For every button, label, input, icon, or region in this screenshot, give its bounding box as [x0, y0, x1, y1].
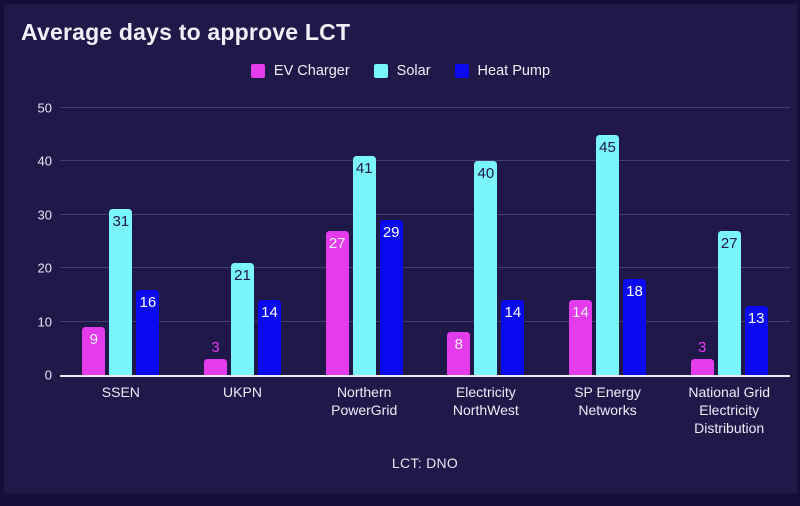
gridline [60, 320, 790, 322]
legend: EV Charger Solar Heat Pump [4, 63, 797, 79]
bar-value-label: 3 [698, 338, 707, 356]
bar-value-label: 18 [626, 282, 643, 300]
bar-value-label: 14 [261, 304, 278, 322]
bar: 3 [690, 339, 714, 375]
bar-value-label: 41 [355, 160, 373, 178]
legend-swatch [454, 64, 469, 78]
bar-value-label: 13 [747, 309, 765, 327]
bar: 14 [501, 300, 525, 375]
bar-group: 9 31 16 [60, 108, 182, 375]
legend-label: EV Charger [273, 63, 350, 79]
chart-panel: Average days to approve LCT EV Charger So… [4, 4, 797, 493]
y-tick-label: 0 [44, 367, 52, 383]
bar: 13 [744, 305, 768, 375]
chart-title: Average days to approve LCT [21, 19, 351, 45]
bar-group: 3 27 13 [668, 108, 790, 375]
bar-group: 27 41 29 [303, 108, 425, 375]
plot-area: 9 31 16 3 21 14 27 41 29 8 40 14 14 45 18 3 27 13 [60, 107, 790, 377]
bar: 21 [231, 262, 254, 375]
y-tick-label: 10 [37, 314, 52, 330]
x-axis-labels: SSEN UKPN Northern PowerGrid Electricity No… [60, 383, 790, 438]
bar: 27 [325, 230, 349, 375]
bar-value-label: 29 [382, 224, 400, 242]
x-tick-label: Electricity NorthWest [452, 384, 519, 419]
gridline [60, 160, 790, 162]
bar-value-label: 21 [234, 266, 251, 284]
bar: 40 [474, 161, 498, 375]
bar-value-label: 31 [112, 213, 130, 231]
bar: 16 [136, 289, 160, 375]
y-axis: 0 10 20 30 40 50 [10, 101, 52, 383]
x-tick-label: National Grid Electricity Distribution [688, 384, 771, 437]
x-tick-label: UKPN [223, 384, 262, 400]
legend-swatch [373, 64, 388, 78]
gridline [60, 213, 790, 215]
legend-label: Heat Pump [477, 63, 551, 79]
y-tick-label: 20 [37, 260, 52, 276]
bar: 8 [447, 332, 471, 375]
bar-value-label: 27 [328, 234, 346, 252]
bar-value-label: 40 [477, 165, 495, 183]
legend-item: Solar [373, 63, 431, 79]
bar: 14 [258, 300, 281, 375]
bar: 41 [352, 156, 376, 375]
bar: 18 [623, 278, 647, 375]
bar: 45 [596, 134, 620, 375]
legend-item: Heat Pump [454, 63, 551, 79]
legend-label: Solar [396, 63, 431, 79]
y-tick-label: 30 [37, 207, 52, 223]
bar-value-label: 14 [504, 304, 522, 322]
legend-swatch [250, 64, 265, 78]
x-tick-label: Northern PowerGrid [331, 384, 398, 419]
bar-value-label: 45 [599, 138, 616, 156]
bar-value-label: 3 [211, 338, 220, 356]
x-axis-line [60, 375, 790, 377]
x-tick-label: SP Energy Networks [574, 384, 641, 419]
bar-groups: 9 31 16 3 21 14 27 41 29 8 40 14 14 45 18 3 27 13 [60, 108, 790, 375]
legend-item: EV Charger [250, 63, 350, 79]
gridline [60, 107, 790, 108]
bar-value-label: 14 [572, 304, 589, 322]
gridline [60, 267, 790, 269]
bar: 3 [204, 339, 227, 375]
bar: 27 [717, 230, 741, 375]
y-tick-label: 50 [37, 100, 52, 116]
y-tick-label: 40 [37, 153, 52, 169]
bar: 31 [109, 209, 133, 375]
bar-group: 3 21 14 [182, 108, 304, 375]
bar-value-label: 27 [720, 234, 738, 252]
bar-value-label: 9 [89, 330, 98, 348]
x-tick-label: SSEN [101, 384, 140, 400]
bar: 29 [379, 220, 403, 375]
bar: 9 [82, 326, 106, 375]
x-axis-title: LCT: DNO [391, 455, 459, 471]
bar-value-label: 8 [454, 336, 464, 354]
bar-group: 8 40 14 [425, 108, 547, 375]
bar-value-label: 16 [139, 293, 157, 311]
bar-group: 14 45 18 [547, 108, 669, 375]
bar: 14 [569, 300, 593, 375]
